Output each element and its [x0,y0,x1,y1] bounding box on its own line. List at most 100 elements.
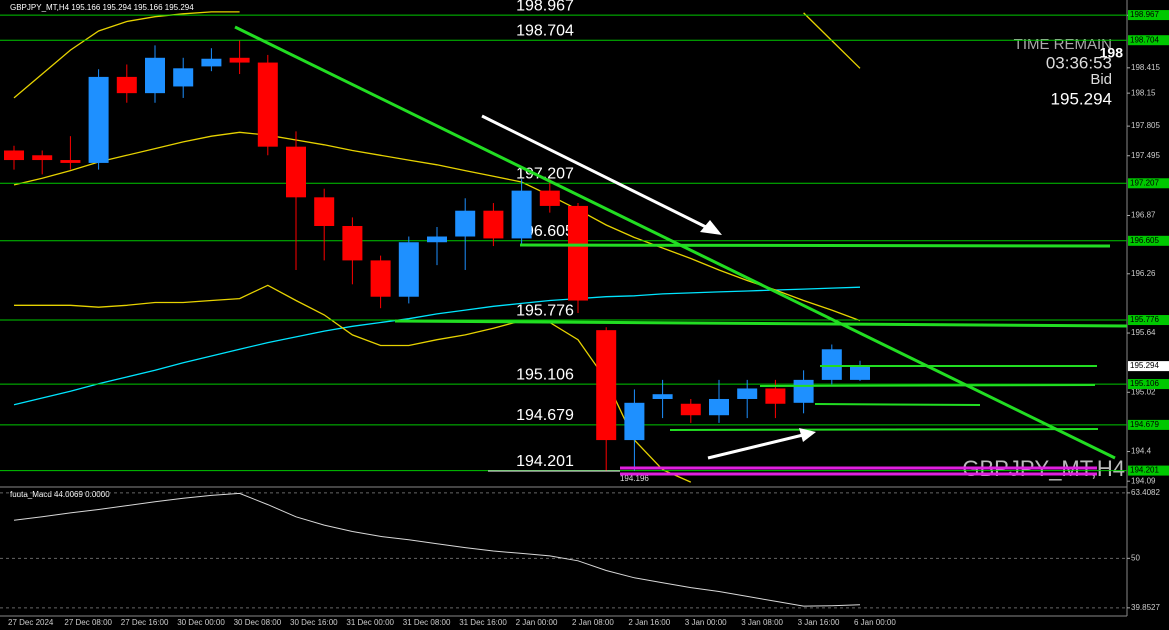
level-axis-box [1128,379,1169,390]
candle-body [201,58,222,67]
bid-value: 195.294 [1051,89,1112,108]
level-axis-label: 198.967 [1130,10,1159,19]
candle-body [511,190,532,239]
y-tick-label: 197.805 [1131,121,1160,130]
y-tick-label: 50 [1131,553,1140,562]
timer-value: 03:36:53 [1046,53,1112,72]
candle-body [624,402,645,441]
level-axis-box [1128,178,1169,189]
x-tick-label: 3 Jan 16:00 [798,618,840,627]
y-tick-label: 63.4082 [1131,488,1160,497]
y-tick-label: 197.495 [1131,151,1160,160]
y-tick-label: 195.64 [1131,328,1156,337]
indicator-line [13,131,861,322]
candle-body [652,394,673,399]
arrow [707,433,804,460]
level-segment [669,428,1099,431]
candle-body [60,160,81,163]
x-tick-label: 30 Dec 08:00 [234,618,282,627]
bid-axis-label: 195.294 [1130,361,1159,370]
indicator-line [14,284,692,483]
level-axis-label: 194.679 [1130,420,1159,429]
level-axis-box [1128,315,1169,326]
level-label: 198.967 [516,0,574,14]
x-tick-label: 30 Dec 16:00 [290,618,338,627]
candle-body [145,57,165,94]
level-axis-box [1128,419,1169,430]
candle-body [32,155,53,161]
level-axis-label: 198.704 [1130,35,1159,44]
chart-title: GBPJPY_MT,H4 195.166 195.294 195.166 195… [10,3,194,12]
candle-body [821,349,842,380]
arrow-head [799,428,816,442]
x-tick-label: 31 Dec 16:00 [459,618,507,627]
candle-body [709,398,729,416]
level-label: 198.704 [516,22,574,39]
x-tick-label: 6 Jan 00:00 [854,618,896,627]
x-tick-label: 27 Dec 2024 [8,618,54,627]
candle-body [286,146,306,198]
candle-body [680,403,701,416]
level-axis-box [1128,235,1169,246]
candle-body [314,197,335,226]
overlay-text: 198 [1100,45,1124,61]
level-label: 195.106 [516,366,574,383]
candle-body [4,150,24,161]
candle-body [116,76,137,94]
candle-body [427,236,447,243]
level-axis-box [1128,465,1169,476]
candle-body [173,68,194,87]
y-tick-label: 194.09 [1131,476,1156,485]
drawings [234,25,1128,476]
y-tick-label: 39.8527 [1131,603,1160,612]
x-tick-label: 27 Dec 08:00 [64,618,112,627]
bid-axis-box [1128,361,1169,372]
level-axis-label: 197.207 [1130,178,1159,187]
level-segment [519,243,1111,248]
level-axis-label: 195.106 [1130,379,1159,388]
level-label: 197.207 [516,165,574,182]
level-segment [814,403,981,406]
candle-body [88,76,109,163]
x-tick-label: 31 Dec 08:00 [403,618,451,627]
candle-body [568,205,588,301]
timer-label: TIME REMAIN [1014,36,1112,53]
arrow-head [700,220,722,235]
level-label: 195.776 [516,302,574,319]
candle-body [342,225,363,261]
bid-label: Bid [1090,71,1112,88]
candle-body [483,210,504,239]
level-axis-label: 195.776 [1130,315,1159,324]
level-label: 194.679 [516,407,574,424]
level-axis-box [1128,35,1169,46]
candle-body [398,242,419,297]
candle-body [850,366,870,380]
indicator-line [13,286,861,406]
x-tick-label: 3 Jan 00:00 [685,618,727,627]
y-tick-label: 198.415 [1131,63,1160,72]
x-tick-label: 30 Dec 00:00 [177,618,225,627]
x-tick-label: 31 Dec 00:00 [346,618,394,627]
indicator-line [13,492,861,607]
candle-body [765,388,786,404]
x-tick-label: 3 Jan 08:00 [741,618,783,627]
candle-body [370,260,391,297]
y-tick-label: 195.02 [1131,387,1156,396]
candle-body [455,210,476,237]
y-tick-label: 194.4 [1131,447,1152,456]
x-tick-label: 2 Jan 16:00 [628,618,670,627]
level-label: 194.201 [516,453,574,470]
x-tick-label: 2 Jan 00:00 [516,618,558,627]
y-tick-label: 198.15 [1131,88,1156,97]
candle-body [229,57,250,63]
candle-body [539,190,560,206]
level-axis-box [1128,10,1169,21]
x-tick-label: 27 Dec 16:00 [121,618,169,627]
level-segment [759,384,1096,387]
low-label: 194.196 [620,474,649,483]
candle-body [737,388,758,399]
candle-body [793,379,814,403]
